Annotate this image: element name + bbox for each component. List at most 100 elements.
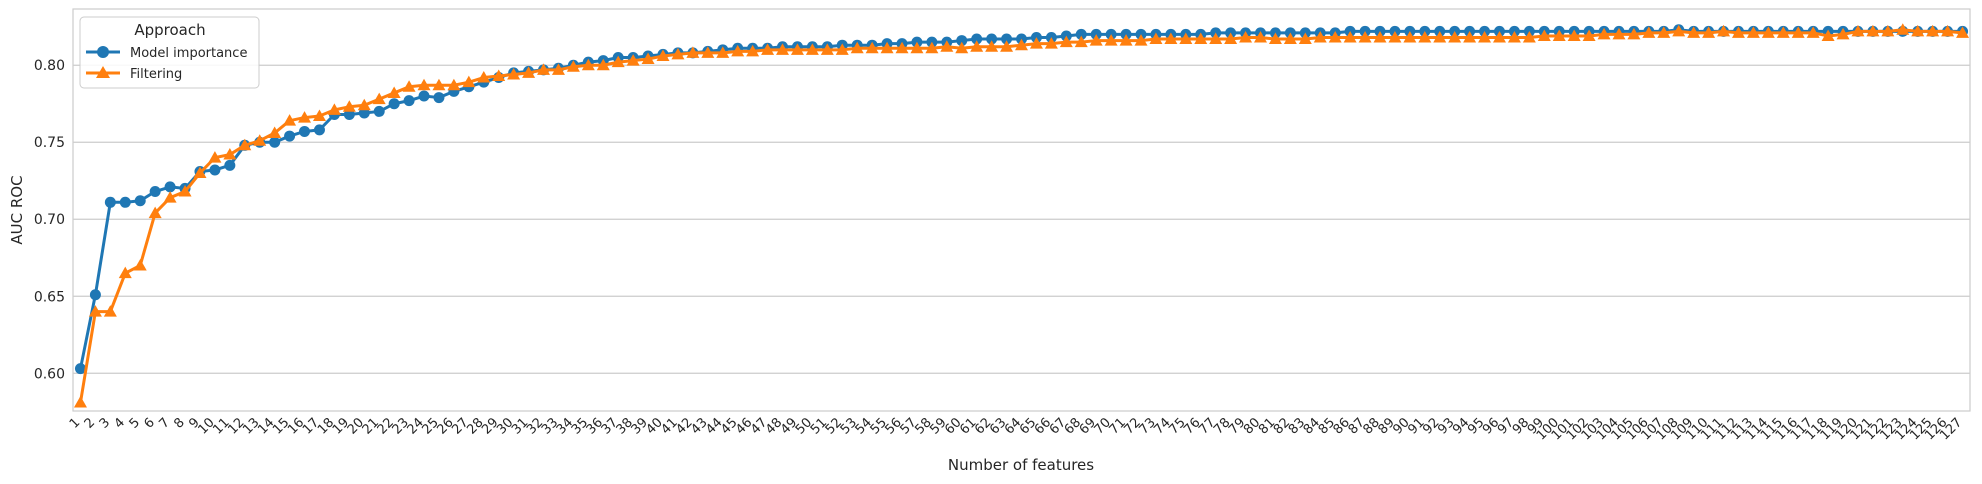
data-point-filtering [1433, 30, 1447, 43]
data-point-filtering [1194, 32, 1208, 45]
data-point-filtering [417, 78, 431, 91]
x-tick-label: 2 [82, 415, 98, 431]
data-point-filtering [1313, 30, 1327, 43]
y-grid-lines [73, 64, 1970, 374]
data-point-filtering [1179, 32, 1193, 45]
data-point-model-importance [971, 33, 983, 45]
data-point-model-importance [209, 164, 221, 176]
legend-box [79, 16, 260, 89]
y-tick-label: 0.65 [34, 289, 65, 305]
x-tick-label: 4 [112, 415, 128, 431]
data-point-filtering [1612, 27, 1626, 40]
data-point-filtering [402, 80, 416, 92]
data-point-filtering [477, 71, 491, 83]
data-point-filtering [731, 44, 745, 57]
data-point-filtering [1717, 24, 1731, 37]
data-point-filtering [1478, 30, 1492, 43]
data-point-filtering [1911, 24, 1925, 37]
data-point-filtering [238, 138, 252, 151]
data-point-filtering [133, 258, 147, 271]
data-point-filtering [1253, 30, 1267, 43]
data-point-filtering [1283, 32, 1297, 45]
data-point-model-importance [224, 159, 236, 171]
data-point-filtering [686, 46, 700, 58]
data-point-filtering [1746, 26, 1760, 38]
data-point-filtering [1224, 32, 1238, 45]
data-point-filtering [1463, 30, 1477, 43]
data-point-filtering [1134, 34, 1148, 46]
data-point-filtering [970, 40, 984, 52]
data-point-filtering [1941, 24, 1955, 37]
data-point-model-importance [119, 196, 131, 208]
data-point-filtering [1448, 30, 1462, 43]
data-point-model-importance [104, 196, 116, 208]
data-point-filtering [268, 126, 282, 138]
x-tick-labels: 1234567891011121314151617181920212223242… [67, 415, 1966, 443]
data-point-filtering [1522, 30, 1536, 43]
data-point-model-importance [956, 35, 968, 47]
data-point-filtering [701, 46, 715, 58]
data-point-filtering [581, 58, 595, 71]
data-point-filtering [776, 43, 790, 55]
data-point-filtering [492, 69, 506, 81]
data-point-filtering [1074, 35, 1088, 48]
series-layer [73, 23, 1970, 408]
data-point-filtering [835, 43, 849, 55]
data-point-filtering [298, 111, 312, 123]
legend-title: Approach [134, 21, 205, 39]
x-tick-label: 6 [142, 415, 158, 431]
data-point-model-importance [284, 130, 296, 142]
y-tick-label: 0.80 [34, 58, 65, 74]
data-point-filtering [641, 52, 655, 65]
data-point-filtering [447, 78, 461, 91]
data-point-filtering [1388, 30, 1402, 43]
data-point-filtering [342, 100, 356, 112]
data-point-model-importance [149, 186, 161, 198]
data-point-model-importance [403, 95, 415, 107]
legend-marker-filtering [96, 66, 110, 78]
data-point-filtering [566, 60, 580, 72]
data-point-filtering [1702, 26, 1716, 38]
data-point-filtering [895, 41, 909, 54]
data-point-filtering [1627, 27, 1641, 40]
series-filtering [73, 23, 1970, 408]
data-point-model-importance [418, 90, 430, 102]
plot-area [72, 8, 1971, 412]
data-point-filtering [357, 98, 371, 111]
data-point-model-importance [313, 124, 325, 136]
data-point-filtering [925, 41, 939, 54]
data-point-model-importance [373, 105, 385, 117]
data-point-filtering [387, 86, 401, 98]
data-point-filtering [1358, 30, 1372, 43]
data-point-model-importance [1075, 28, 1087, 40]
data-point-filtering [1956, 26, 1970, 38]
data-point-filtering [1836, 27, 1850, 40]
data-point-filtering [551, 63, 565, 75]
data-point-filtering [1731, 26, 1745, 38]
data-point-filtering [850, 41, 864, 54]
data-point-filtering [1866, 24, 1880, 37]
data-point-filtering [1791, 26, 1805, 38]
data-point-model-importance [986, 33, 998, 45]
data-point-model-importance [164, 181, 176, 193]
data-point-filtering [507, 67, 521, 80]
data-point-filtering [1403, 30, 1417, 43]
data-point-filtering [1597, 27, 1611, 40]
data-point-filtering [716, 46, 730, 58]
data-point-filtering [73, 396, 87, 408]
data-point-filtering [1821, 29, 1835, 41]
data-point-filtering [1507, 30, 1521, 43]
data-point-filtering [671, 47, 685, 60]
data-point-filtering [656, 49, 670, 61]
data-point-filtering [1239, 30, 1253, 43]
data-point-filtering [1642, 26, 1656, 38]
data-point-filtering [312, 109, 326, 122]
data-point-filtering [1119, 34, 1133, 46]
data-point-filtering [1298, 32, 1312, 45]
y-axis-label: AUC ROC [8, 175, 26, 244]
data-point-filtering [283, 114, 297, 126]
data-point-filtering [1672, 24, 1686, 37]
x-tick-label: 3 [97, 415, 113, 431]
data-point-filtering [103, 305, 117, 317]
